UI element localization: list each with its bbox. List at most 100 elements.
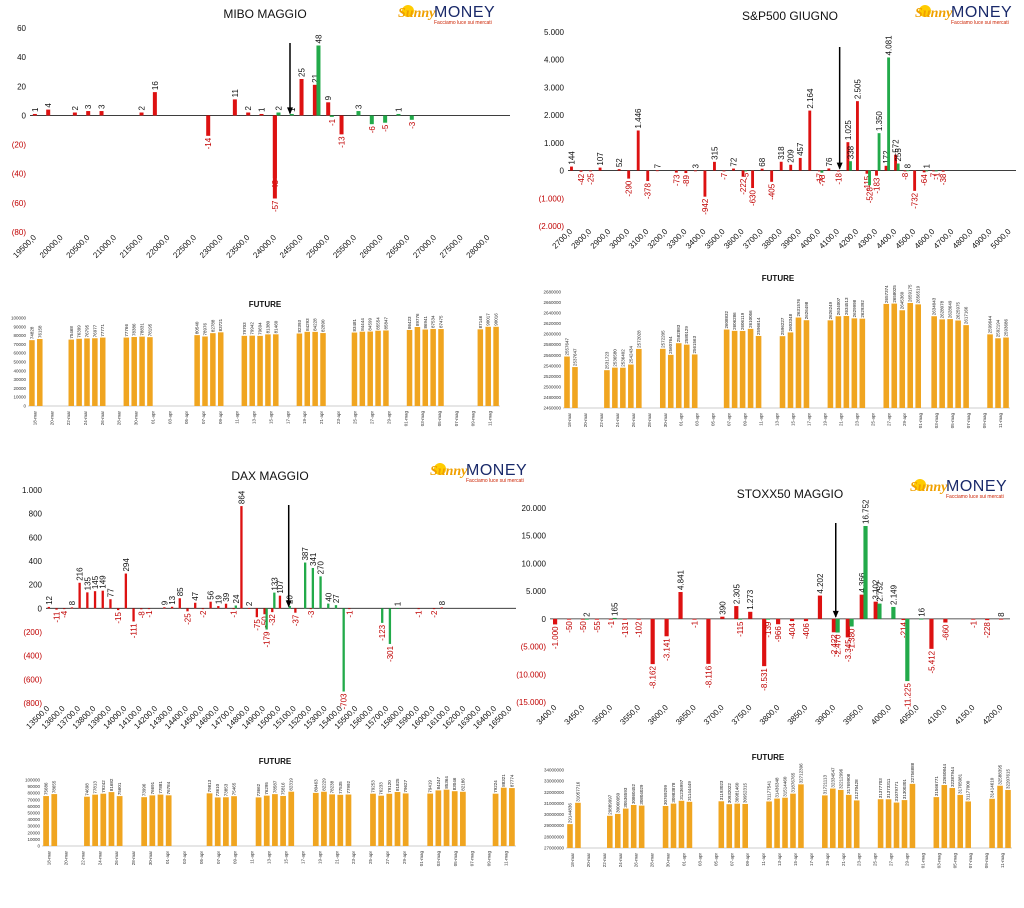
- data-label: 2596227: [780, 317, 785, 335]
- bar: [789, 618, 795, 622]
- sp500-chart: S&P500 GIUGNO 5.000 4.000 3.000 2.000 1.000 0 (…: [539, 9, 1016, 251]
- bar: [877, 799, 884, 848]
- data-label: 2: [244, 106, 253, 111]
- data-label: 31876765: [790, 772, 795, 793]
- data-label: -115: [736, 621, 745, 637]
- bar: [965, 801, 971, 848]
- data-label: -2.422: [830, 634, 839, 657]
- data-label: 2.164: [806, 88, 815, 109]
- bar: [564, 356, 570, 408]
- data-label: -966: [774, 626, 783, 643]
- bar: [334, 605, 338, 609]
- data-label: 84599: [368, 318, 373, 331]
- bar: [170, 606, 174, 609]
- x-tick-label: 27-apr: [886, 413, 891, 427]
- x-tick-label: 09-apr: [745, 853, 750, 867]
- data-label: 32212996: [838, 768, 843, 789]
- data-label: 3: [354, 104, 363, 109]
- data-label: -42: [577, 173, 586, 185]
- x-tick-label: 28-mar: [117, 411, 122, 426]
- bar: [72, 112, 77, 116]
- data-label: 87146: [478, 315, 483, 328]
- data-label: 52: [615, 158, 624, 167]
- chart-title: MIBO MAGGIO: [223, 7, 306, 21]
- data-label: 209: [787, 149, 796, 163]
- x-tick-label: 05-apr: [713, 853, 718, 867]
- data-label: 255: [894, 148, 903, 162]
- data-label: 2: [71, 106, 80, 111]
- bar: [417, 608, 420, 610]
- data-label: 32588395: [998, 764, 1003, 785]
- data-label: -89: [682, 174, 691, 186]
- data-label: -78: [818, 174, 827, 186]
- bar: [636, 130, 640, 171]
- data-label: 4.202: [816, 573, 825, 594]
- bar: [782, 797, 788, 848]
- data-label: 165: [611, 602, 620, 616]
- bar: [622, 618, 627, 620]
- logo-brand-b: MONEY: [951, 4, 1012, 21]
- bar: [893, 802, 900, 848]
- bar: [762, 618, 767, 667]
- bar: [718, 801, 725, 848]
- x-tick-label: 30-mar: [134, 411, 139, 426]
- y-tick-label: 40000: [13, 368, 26, 373]
- x-tick-label: 05-apr: [199, 851, 204, 865]
- data-label: 1: [258, 107, 267, 112]
- data-label: 78587: [272, 780, 277, 793]
- bar: [925, 170, 929, 172]
- data-label: 341: [309, 552, 318, 566]
- bar: [929, 618, 934, 649]
- bar: [342, 608, 345, 692]
- data-label: -14: [204, 137, 213, 149]
- bar: [659, 348, 666, 408]
- bar: [779, 161, 783, 171]
- bar: [92, 794, 98, 846]
- bar: [779, 336, 786, 408]
- x-tick-label: 19-apr: [822, 413, 827, 427]
- x-tick-label: 07-apr: [727, 413, 732, 427]
- data-label: 2658025: [892, 285, 897, 303]
- data-label: 31377703: [878, 778, 883, 799]
- data-label: 1: [31, 107, 40, 112]
- data-label: 74828: [29, 326, 34, 339]
- bar: [744, 170, 748, 172]
- data-label: 77813: [93, 781, 98, 794]
- y-tick-label: (1.000): [539, 194, 565, 203]
- x-tick-label: 07-apr: [201, 411, 206, 425]
- data-label: -11.225: [903, 683, 912, 710]
- x-tick-label: 03-mag: [420, 411, 425, 427]
- x-tick-label: 03-mag: [934, 413, 939, 429]
- bar: [409, 115, 414, 120]
- bar: [70, 607, 74, 609]
- x-tick-label: 28000,0: [465, 233, 492, 260]
- x-tick-label: 21500,0: [118, 233, 145, 260]
- data-label: 32207615: [1006, 768, 1011, 789]
- x-tick-label: 18-mar: [567, 413, 572, 428]
- bar: [370, 793, 376, 846]
- x-tick-label: 22-mar: [80, 851, 85, 866]
- data-label: 2572028: [636, 330, 641, 348]
- bar: [612, 367, 618, 408]
- data-label: 31236997: [679, 779, 684, 800]
- x-tick-label: 05-mag: [950, 413, 955, 429]
- data-label: 76: [825, 157, 834, 166]
- bar: [664, 618, 669, 637]
- data-label: 12: [45, 595, 54, 604]
- x-tick-label: 05-apr: [711, 413, 716, 427]
- y-tick-label: 20000: [27, 830, 40, 835]
- bar: [868, 170, 871, 186]
- y-tick-label: 5.000: [544, 28, 565, 37]
- logo-tagline: Facciamo luce sui mercati: [466, 478, 524, 484]
- bar: [367, 331, 373, 406]
- data-label: -13: [338, 136, 347, 148]
- data-label: 2625975: [956, 301, 961, 319]
- data-label: 77766: [124, 324, 129, 337]
- dax-chart: DAX MAGGIO 1.000 800 600 400 200 0 (200) (400) (6…: [22, 469, 516, 731]
- data-label: 144: [567, 151, 576, 165]
- bar: [259, 113, 264, 116]
- data-label: 30769299: [663, 784, 668, 805]
- bar: [381, 608, 384, 623]
- data-label: -942: [701, 198, 710, 215]
